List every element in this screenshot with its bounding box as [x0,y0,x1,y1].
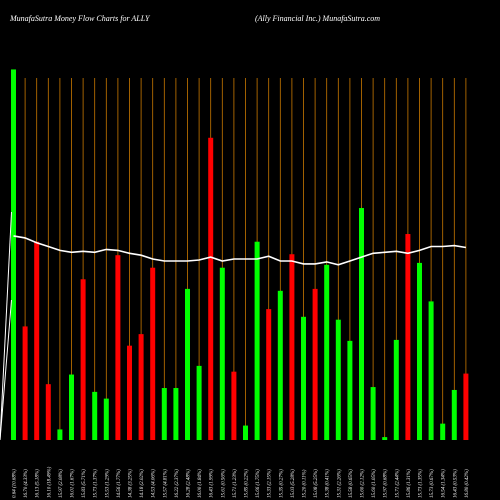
x-tick-label: 15.86 (1.31%) [407,469,412,498]
x-tick-label: 15.60 (1.05%) [372,469,377,498]
x-tick-label: 15.35 (0.27%) [279,469,284,498]
flow-bar [347,340,353,440]
x-tick-label: 16.22 (2.37%) [175,469,180,498]
flow-bar [92,391,98,440]
x-tick-label: 15.61 (0.56%) [221,469,226,498]
price-connector-line [0,299,12,441]
flow-bar [243,425,248,440]
x-tick-label: 15.57 (4.81%) [163,469,168,498]
flow-bar [254,241,260,440]
x-tick-label: 15.20 (0.11%) [303,469,308,498]
flow-bar [185,288,190,440]
flow-bar [417,262,422,440]
x-tick-label: 16.28 (2.48%) [187,469,192,498]
x-tick-label: 15.60 (2.12%) [361,469,366,498]
x-tick-label: 16.43 (1.99%) [210,469,215,498]
x-tick-label: 14.18 (2.02%) [140,469,145,498]
x-tick-label: 0.64 (10.68%) [13,469,18,498]
x-tick-label: 16.70 (4.33%) [24,469,29,498]
x-tick-label: 15.31 (2.26%) [337,469,342,498]
flow-bar [277,290,283,440]
x-tick-label: 16.01 (1.67%) [71,469,76,498]
x-tick-label: 14.38 (3.25%) [129,469,134,498]
flow-bar [57,429,63,440]
flow-bar [150,267,156,440]
flow-bar [161,388,167,440]
flow-bar [463,373,469,440]
flow-bar [69,374,74,440]
x-tick-label: 15.03 (5.28%) [291,469,296,498]
flow-bar [45,384,51,440]
flow-bar [11,69,16,440]
flow-bar [393,339,399,440]
x-tick-label: 16.43 (0.53%) [453,469,458,498]
flow-bar [173,388,179,440]
flow-bar [301,316,306,440]
x-tick-label: 15.33 (2.15%) [268,469,273,498]
flow-bar [382,437,388,440]
flow-bar [138,334,144,440]
x-tick-label: 15.73 (1.35%) [419,469,424,498]
x-tick-label: 16.54 (1.34%) [442,469,447,498]
flow-bar [127,345,132,440]
x-tick-label: 15.97 (0.68%) [384,469,389,498]
x-tick-label: 15.73 (0.67%) [430,469,435,498]
flow-bar [289,254,295,440]
flow-bar [451,389,457,440]
flow-bar [196,365,202,440]
chart-title-right: (Ally Financial Inc.) MunafaSutra.com [255,14,381,23]
x-tick-label: 15.71 (2.44%) [395,469,400,498]
x-tick-label: 15.53 (1.29%) [105,469,110,498]
x-tick-label: 14.56 (1.77%) [117,469,122,498]
x-tick-label: 15.85 (0.22%) [245,469,250,498]
flow-bar [324,264,330,440]
x-tick-label: 14.53 (4.06%) [152,469,157,498]
price-connector-line [0,211,12,441]
flow-bar [335,319,341,440]
flow-bar [370,387,376,440]
x-tick-label: 15.97 (2.08%) [59,469,64,498]
flow-bar [103,398,109,440]
flow-bar [22,326,28,440]
flow-bar [231,371,237,440]
x-tick-label: 15.08 (5.25%) [314,469,319,498]
chart-title-left: MunafaSutra Money Flow Charts for ALLY [10,14,150,23]
x-tick-label: 16.00 (1.84%) [198,469,203,498]
x-tick-label: 16.80 (0.42%) [465,469,470,498]
flow-bar [208,137,214,440]
x-tick-label: 16.10 (18.49%) [47,466,52,498]
flow-bar [115,255,121,440]
x-tick-label: 15.38 (0.41%) [326,469,331,498]
x-tick-label: 15.66 (1.75%) [256,469,261,498]
flow-bar [440,423,446,440]
x-tick-label: 15.83 (5.71%) [82,469,87,498]
flow-bar [428,301,434,440]
flow-bar [219,267,225,440]
flow-bar [80,279,86,440]
flow-bar [312,288,318,440]
x-tick-label: 15.71 (1.23%) [233,469,238,498]
price-line [13,235,467,266]
flow-bar [405,234,411,440]
flow-bar [34,241,40,440]
x-tick-label: 15.73 (1.37%) [94,469,99,498]
x-tick-label: 16.13 (5.18%) [36,469,41,498]
flow-bar [359,208,364,440]
x-tick-label: 15.58 (0.65%) [349,469,354,498]
flow-bar [266,309,272,440]
